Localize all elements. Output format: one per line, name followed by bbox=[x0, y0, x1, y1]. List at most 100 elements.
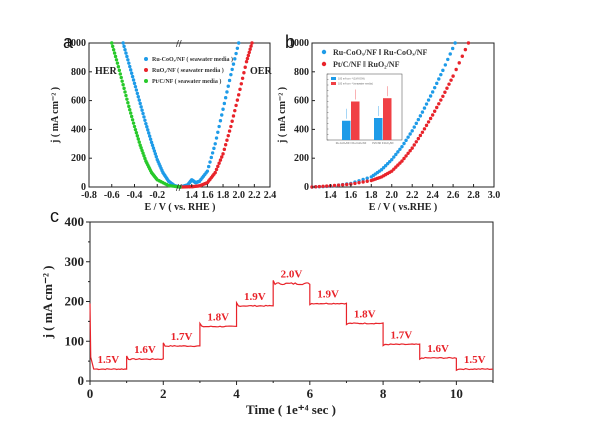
panel-a-point bbox=[147, 134, 152, 138]
panel-a-point bbox=[234, 51, 238, 56]
panel-b: 0 200 400 600 800 1000 1.4 1.6 1.8 2.0 2.2 2.4 2.6 2.… bbox=[277, 38, 500, 213]
panel-a-point bbox=[110, 44, 115, 49]
panel-b-legend-label: Pt/C/NF ‖ RuO₂/NF bbox=[333, 60, 400, 69]
panel-b-point bbox=[439, 98, 443, 102]
panel-b-point bbox=[426, 98, 431, 102]
panel-a-ytick-label: 600 bbox=[71, 96, 86, 107]
panel-a-point bbox=[139, 146, 143, 150]
panel-c-xtick-label: 6 bbox=[307, 386, 314, 401]
panel-a-point bbox=[216, 130, 220, 134]
panel-a-legend-label: Pt/C/NF ( seawater media ) bbox=[152, 78, 221, 85]
panel-a-xtick-label: 1.8 bbox=[217, 190, 230, 201]
panel-a-point bbox=[134, 131, 139, 135]
inset-legend-marker bbox=[331, 77, 336, 80]
panel-b-point bbox=[414, 140, 418, 144]
panel-b-point bbox=[426, 120, 431, 124]
panel-a-xtick-label: 1.6 bbox=[201, 190, 214, 201]
panel-a-point bbox=[143, 118, 147, 122]
panel-a-point bbox=[249, 44, 253, 48]
panel-b-point bbox=[402, 141, 406, 146]
panel-a-point bbox=[130, 74, 135, 79]
panel-a-frame bbox=[88, 42, 271, 188]
panel-b-xtick-label: 1.6 bbox=[345, 190, 358, 201]
panel-a-point bbox=[235, 46, 240, 50]
panel-b-point bbox=[463, 47, 468, 52]
panel-b-point bbox=[400, 144, 404, 149]
panel-a-point bbox=[129, 68, 133, 72]
panel-a-point bbox=[119, 75, 123, 80]
panel-b-point bbox=[428, 94, 433, 98]
panel-a-xtick-label: 2.0 bbox=[232, 190, 245, 201]
panel-a-point bbox=[213, 170, 217, 175]
panel-a-point bbox=[236, 93, 241, 97]
panel-a-point bbox=[218, 119, 223, 123]
panel-a-point bbox=[217, 161, 221, 165]
voltage-step-label: 1.8V bbox=[207, 312, 229, 324]
panel-a-point bbox=[129, 71, 134, 75]
panel-b-point bbox=[445, 86, 449, 90]
panel-b-point bbox=[428, 116, 433, 121]
panel-c-xlabel: Time ( 1e⁺⁴ sec ) bbox=[246, 402, 336, 417]
panel-a-point bbox=[239, 82, 244, 86]
panel-b-point bbox=[353, 181, 357, 186]
panel-a-point bbox=[210, 151, 215, 155]
panel-b-xtick-label: 2.2 bbox=[406, 190, 419, 201]
panel-a-point bbox=[115, 61, 120, 65]
panel-c-xtick-label: 8 bbox=[380, 386, 387, 401]
inset-legend-label: 100 mA cm⁻² (1M KOH) bbox=[338, 78, 365, 81]
panel-b-point bbox=[418, 133, 423, 138]
panel-b-point bbox=[321, 184, 325, 189]
panel-a-point bbox=[240, 76, 245, 80]
panel-a-point bbox=[135, 134, 140, 138]
panel-b-point bbox=[451, 74, 455, 78]
oer-label: OER bbox=[250, 66, 272, 77]
panel-a-point bbox=[248, 47, 252, 51]
panel-a-legend-label: Ru-CoOₓ/NF ( seawater media ) bbox=[152, 56, 233, 63]
panel-a-point bbox=[136, 95, 140, 99]
panel-a-point bbox=[127, 61, 131, 65]
panel-a-point bbox=[124, 51, 128, 55]
panel-a-point bbox=[247, 50, 251, 55]
panel-a-point bbox=[147, 131, 151, 135]
panel-a-xtick-label: 2.4 bbox=[264, 190, 277, 201]
panel-a-point bbox=[134, 88, 139, 92]
panel-b-point bbox=[408, 132, 412, 136]
panel-a-point bbox=[234, 103, 238, 108]
panel-a: 0 200 400 600 800 1000 -0.8 -0.6 -0.4 -0.2 1.4 1.6 1… bbox=[50, 38, 276, 213]
panel-a-point bbox=[226, 84, 230, 88]
panel-a-point bbox=[136, 137, 140, 141]
panel-a-point bbox=[138, 143, 142, 147]
voltage-step-label: 1.7V bbox=[171, 331, 193, 343]
panel-b-xtick-label: 2.0 bbox=[386, 190, 399, 201]
voltage-step-label: 1.6V bbox=[134, 344, 156, 356]
panel-a-point bbox=[242, 71, 246, 75]
panel-b-point bbox=[424, 102, 429, 106]
panel-a-point bbox=[126, 58, 130, 62]
panel-label-c: c bbox=[50, 206, 59, 226]
panel-b-point bbox=[457, 61, 461, 65]
panel-b-point bbox=[420, 130, 425, 134]
panel-a-point bbox=[245, 56, 250, 61]
panel-b-point bbox=[453, 41, 457, 45]
panel-a-ytick-label: 800 bbox=[71, 67, 86, 78]
panel-b-point bbox=[340, 183, 345, 187]
panel-b-point bbox=[416, 117, 421, 122]
panel-b-point bbox=[446, 57, 450, 62]
panel-c-ytick-label: 300 bbox=[65, 254, 85, 269]
voltage-step-label: 1.8V bbox=[354, 308, 376, 320]
panel-a-point bbox=[233, 108, 237, 113]
panel-a-point bbox=[246, 53, 251, 58]
panel-a-point bbox=[139, 105, 143, 109]
panel-b-point bbox=[432, 85, 437, 90]
panel-b-point bbox=[410, 146, 414, 150]
panel-a-ylabel: j ( mA cm⁻² ) bbox=[50, 87, 61, 144]
panel-b-point bbox=[332, 183, 337, 188]
panel-b-ylabel: j ( mA cm⁻² ) bbox=[277, 87, 288, 144]
panel-a-point bbox=[126, 101, 130, 105]
voltage-step-label: 1.9V bbox=[244, 291, 266, 303]
axis-break-bottom: // bbox=[175, 183, 182, 194]
panel-a-point bbox=[218, 158, 223, 162]
voltage-step-label: 1.5V bbox=[97, 354, 119, 366]
panel-a-point bbox=[236, 41, 241, 45]
panel-b-point bbox=[466, 41, 471, 45]
